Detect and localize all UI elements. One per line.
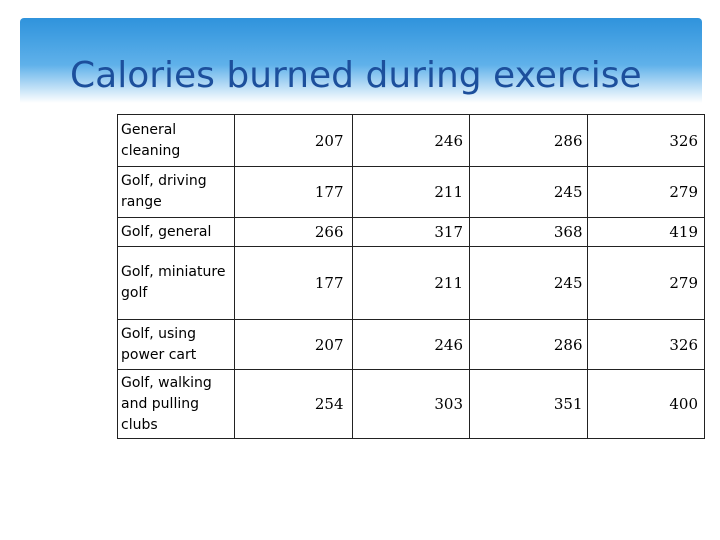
table-cell: 279 [586, 166, 705, 218]
slide-header-banner [20, 18, 702, 103]
table-cell: 177 [234, 246, 353, 320]
row-label: Golf, using power cart [117, 319, 235, 370]
table-cell: 207 [234, 114, 353, 167]
table-row: Golf, driving range 177 211 245 279 [117, 166, 705, 218]
row-label: Golf, miniature golf [117, 246, 235, 320]
table-cell: 351 [469, 369, 588, 439]
table-cell: 286 [469, 319, 588, 370]
table-cell: 246 [351, 114, 470, 167]
table-row: Golf, walking and pulling clubs 254 303 … [117, 369, 705, 439]
calories-table-container: General cleaning 207 246 286 326 Golf, d… [117, 114, 705, 439]
table-cell: 177 [234, 166, 353, 218]
row-label: Golf, walking and pulling clubs [117, 369, 235, 439]
table-cell: 303 [351, 369, 470, 439]
table-row: Golf, using power cart 207 246 286 326 [117, 319, 705, 370]
slide-title: Calories burned during exercise [70, 55, 642, 96]
row-label: Golf, general [117, 217, 235, 247]
table-cell: 419 [586, 217, 705, 247]
row-label: Golf, driving range [117, 166, 235, 218]
table-cell: 245 [469, 246, 588, 320]
table-cell: 400 [586, 369, 705, 439]
table-cell: 254 [234, 369, 353, 439]
table-cell: 207 [234, 319, 353, 370]
table-cell: 246 [351, 319, 470, 370]
table-cell: 266 [234, 217, 353, 247]
table-row: Golf, general 266 317 368 419 [117, 217, 705, 247]
table-cell: 245 [469, 166, 588, 218]
calories-table: General cleaning 207 246 286 326 Golf, d… [117, 114, 705, 439]
table-cell: 326 [586, 319, 705, 370]
table-row: General cleaning 207 246 286 326 [117, 114, 705, 167]
table-cell: 211 [351, 166, 470, 218]
table-cell: 317 [351, 217, 470, 247]
table-cell: 368 [469, 217, 588, 247]
table-cell: 211 [351, 246, 470, 320]
row-label: General cleaning [117, 114, 235, 167]
table-cell: 286 [469, 114, 588, 167]
table-row: Golf, miniature golf 177 211 245 279 [117, 246, 705, 320]
table-cell: 326 [586, 114, 705, 167]
table-cell: 279 [586, 246, 705, 320]
